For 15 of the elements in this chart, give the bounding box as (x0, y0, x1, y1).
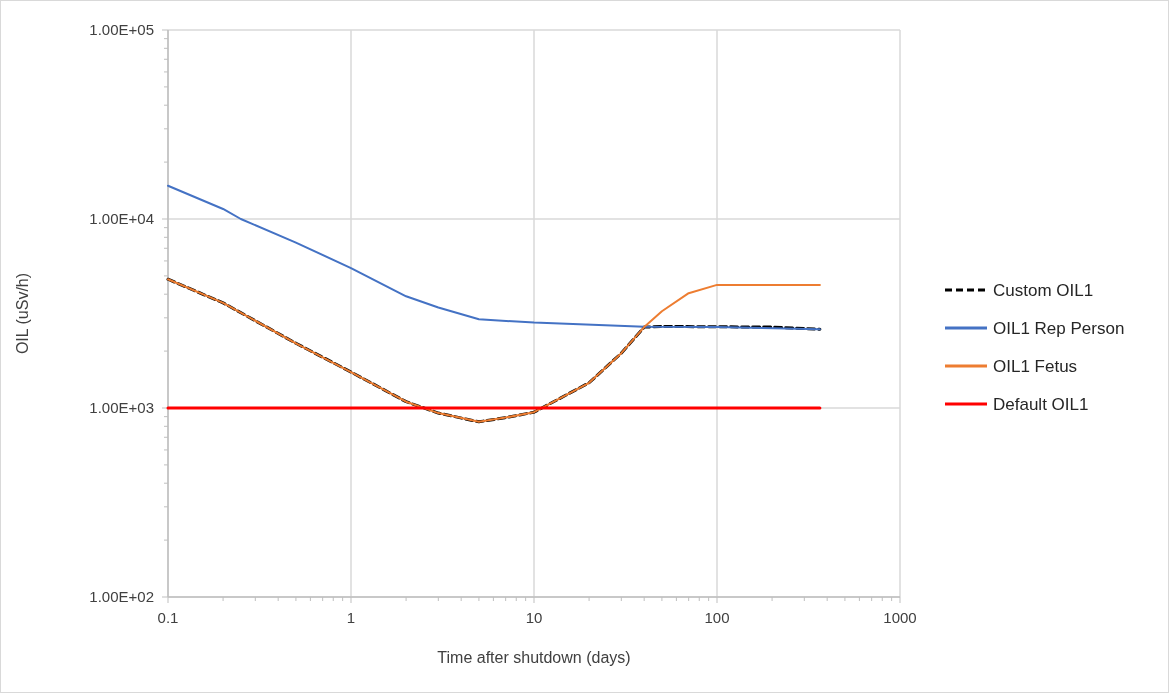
legend-label: OIL1 Fetus (993, 357, 1078, 376)
legend-label: Custom OIL1 (993, 281, 1094, 300)
x-tick-label: 0.1 (157, 609, 179, 626)
y-tick-label: 1.00E+05 (89, 21, 154, 38)
x-tick-label: 100 (704, 609, 730, 626)
y-axis-title: OIL (uSv/h) (14, 272, 31, 355)
y-tick-label: 1.00E+03 (89, 399, 154, 416)
x-tick-label: 10 (525, 609, 543, 626)
y-tick-label: 1.00E+02 (89, 588, 154, 605)
x-tick-label: 1 (346, 609, 356, 626)
legend-label: OIL1 Rep Person (993, 319, 1125, 338)
y-tick-label: 1.00E+04 (89, 210, 154, 227)
x-axis-title: Time after shutdown (days) (437, 649, 631, 666)
x-tick-label: 1000 (883, 609, 917, 626)
legend-label: Default OIL1 (993, 395, 1089, 414)
